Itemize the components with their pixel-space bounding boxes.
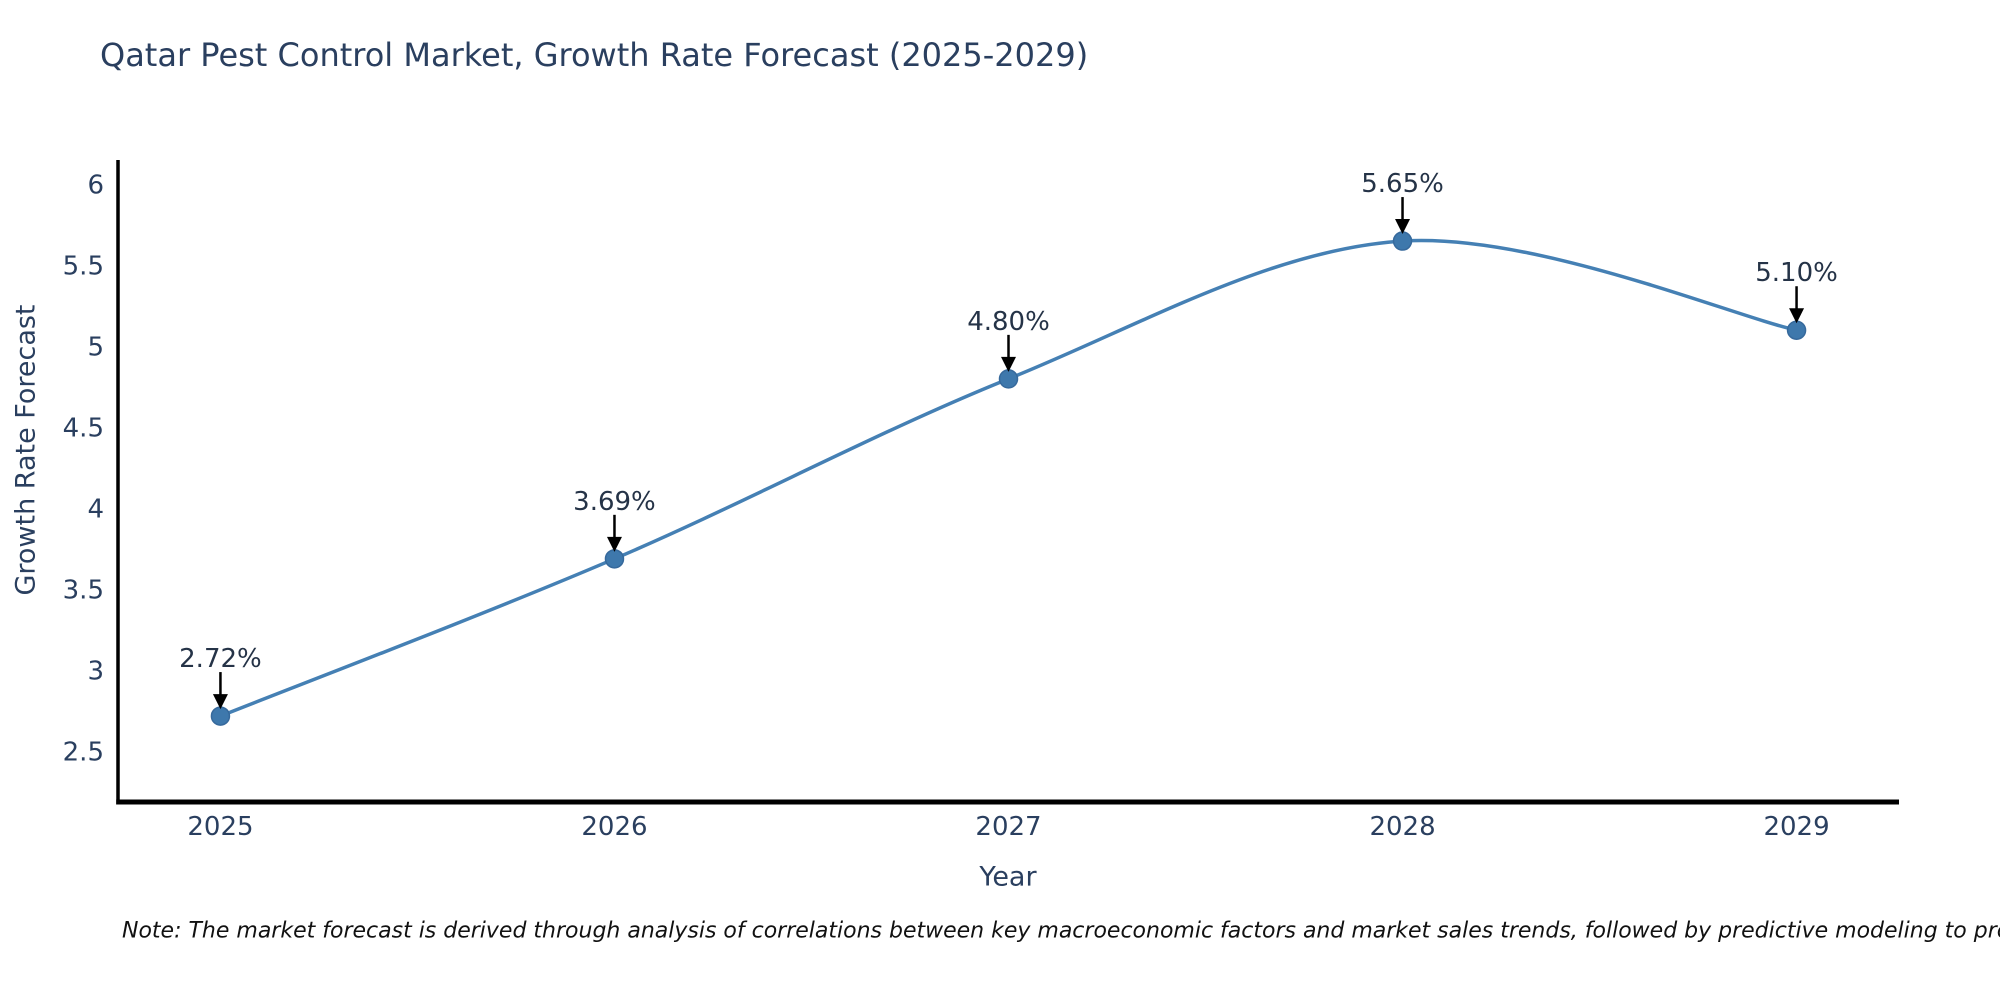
y-tick-label: 4 — [87, 495, 104, 525]
data-point-marker — [998, 369, 1019, 389]
annotation-label: 4.80% — [967, 307, 1050, 337]
chart-footnote: Note: The market forecast is derived thr… — [122, 918, 2000, 944]
annotation-arrowhead — [606, 536, 622, 552]
y-tick-label: 5.5 — [63, 251, 104, 281]
annotation-arrowhead — [1789, 308, 1805, 324]
annotation-arrowhead — [1001, 356, 1016, 372]
x-tick-label: 2025 — [187, 812, 253, 842]
y-axis-title: Growth Rate Forecast — [10, 304, 42, 596]
chart-title: Qatar Pest Control Market, Growth Rate F… — [100, 36, 1089, 74]
y-tick-label: 3.5 — [63, 576, 104, 606]
data-point-marker — [1392, 231, 1413, 251]
data-point-marker — [1786, 320, 1807, 340]
annotation-label: 3.69% — [573, 487, 656, 517]
y-tick-label: 6 — [87, 170, 104, 200]
x-tick-label: 2026 — [581, 812, 647, 842]
y-tick-label: 3 — [87, 657, 104, 687]
annotation-arrowhead — [1395, 219, 1411, 235]
x-tick-label: 2028 — [1369, 812, 1435, 842]
y-tick-label: 4.5 — [63, 414, 104, 444]
data-point-marker — [210, 706, 231, 726]
annotation-label: 5.65% — [1361, 169, 1444, 199]
y-tick-label: 5 — [87, 332, 104, 362]
annotation-label: 5.10% — [1755, 258, 1838, 288]
annotation-arrowhead — [212, 694, 228, 710]
x-axis-title: Year — [979, 861, 1037, 893]
x-tick-label: 2027 — [975, 812, 1041, 842]
annotation-label: 2.72% — [179, 644, 262, 674]
x-tick-label: 2029 — [1763, 812, 1829, 842]
y-tick-label: 2.5 — [63, 738, 104, 768]
data-point-marker — [604, 549, 625, 569]
